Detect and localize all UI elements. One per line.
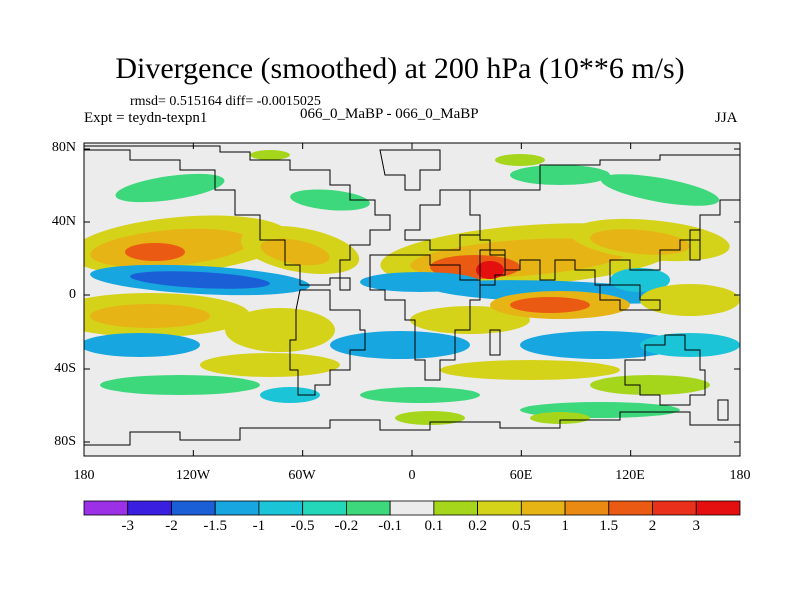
colorbar-box-5 bbox=[302, 500, 347, 516]
stats-label: rmsd= 0.515164 diff= -0.0015025 bbox=[130, 94, 321, 109]
colorbar-label-10: 1 bbox=[561, 518, 569, 534]
colorbar-box-10 bbox=[520, 500, 566, 516]
ytick-80n: 80N bbox=[51, 140, 76, 155]
colorbar-box-3 bbox=[214, 500, 260, 516]
colorbar-label-12: 2 bbox=[648, 518, 657, 534]
coast-australia bbox=[624, 334, 706, 406]
contour-region-negative-30 bbox=[330, 331, 470, 359]
coast-arabia bbox=[479, 249, 506, 286]
colorbar-label-0: -3 bbox=[121, 518, 134, 534]
colorbar-label-9: 0.5 bbox=[511, 518, 531, 534]
coast-madagascar bbox=[489, 329, 501, 356]
coastlines bbox=[84, 145, 740, 446]
colorbar bbox=[83, 500, 741, 516]
contour-region-slight_negative-36 bbox=[100, 375, 260, 395]
coast-japan bbox=[689, 229, 701, 261]
contour-region-positive-28 bbox=[640, 284, 740, 316]
coast-indonesia bbox=[599, 284, 661, 311]
ytick-0: 0 bbox=[69, 287, 76, 302]
colorbar-box-0 bbox=[83, 500, 129, 516]
comparison-label: 066_0_MaBP - 066_0_MaBP bbox=[300, 106, 479, 122]
xtick-120w: 120W bbox=[175, 468, 211, 483]
contour-region-slight_negative-0 bbox=[115, 173, 225, 203]
colorbar-label-1: -2 bbox=[165, 518, 178, 534]
xtick-60w: 60W bbox=[288, 468, 316, 483]
colorbar-label-2: -1.5 bbox=[203, 518, 228, 534]
contour-region-slight_negative-37 bbox=[360, 387, 480, 403]
coast-africa bbox=[369, 254, 481, 381]
xtick-180e: 180 bbox=[729, 468, 751, 483]
colorbar-box-14 bbox=[695, 500, 741, 516]
colorbar-box-13 bbox=[652, 500, 697, 516]
colorbar-label-8: 0.2 bbox=[468, 518, 487, 534]
colorbar-box-6 bbox=[345, 500, 391, 516]
ytick-40n: 40N bbox=[51, 214, 76, 229]
contour-region-slight_positive-5 bbox=[495, 154, 545, 166]
experiment-label: Expt = teydn-texpn1 bbox=[84, 110, 208, 126]
colorbar-label-4: -0.5 bbox=[290, 518, 315, 534]
colorbar-box-7 bbox=[389, 500, 435, 516]
colorbar-box-9 bbox=[477, 500, 522, 516]
coast-antarctica bbox=[84, 411, 740, 446]
ytick-40s: 40S bbox=[54, 361, 76, 376]
xtick-60e: 60E bbox=[509, 468, 533, 483]
contour-region-weak_negative-41 bbox=[260, 387, 320, 403]
contour-region-strong_positive-10 bbox=[260, 238, 330, 266]
colorbar-label-7: 0.1 bbox=[424, 518, 444, 534]
coast-newzealand bbox=[717, 399, 729, 421]
contour-region-slight_positive-35 bbox=[590, 375, 710, 395]
coast-south-america bbox=[289, 289, 366, 396]
contour-region-strong_negative-18 bbox=[130, 271, 270, 289]
contour-region-slight_negative-2 bbox=[510, 165, 610, 185]
contour-region-very_positive-8 bbox=[125, 243, 185, 261]
colorbar-box-2 bbox=[171, 500, 216, 516]
contour-region-weak_negative-21 bbox=[610, 268, 670, 292]
contour-region-slight_positive-40 bbox=[530, 412, 590, 424]
colorbar-label-5: -0.2 bbox=[334, 518, 359, 534]
colorbar-box-4 bbox=[258, 500, 304, 516]
colorbar-label-11: 1.5 bbox=[599, 518, 619, 534]
map-title: Divergence (smoothed) at 200 hPa (10**6 … bbox=[115, 52, 685, 85]
xtick-0: 0 bbox=[408, 468, 416, 483]
coast-north-america bbox=[84, 145, 391, 291]
contour-region-positive-24 bbox=[225, 308, 335, 352]
contour-region-very_positive-27 bbox=[510, 297, 590, 313]
colorbar-box-1 bbox=[127, 500, 172, 516]
coast-greenland bbox=[379, 149, 441, 191]
contour-region-negative-31 bbox=[520, 331, 680, 359]
xtick-120e: 120E bbox=[615, 468, 645, 483]
colorbar-label-13: 3 bbox=[692, 518, 701, 534]
axis-ticks bbox=[83, 143, 741, 456]
colorbar-label-6: -0.1 bbox=[378, 518, 402, 534]
contour-region-negative-29 bbox=[84, 333, 200, 357]
contour-region-positive-34 bbox=[440, 360, 620, 380]
contour-region-strong_positive-16 bbox=[590, 229, 690, 255]
ytick-80s: 80S bbox=[54, 434, 76, 449]
season-label: JJA bbox=[715, 110, 738, 126]
field-layer bbox=[84, 143, 740, 456]
colorbar-box-12 bbox=[608, 500, 653, 516]
colorbar-box-11 bbox=[564, 500, 610, 516]
contour-region-slight_negative-3 bbox=[600, 174, 720, 206]
colorbar-label-3: -1 bbox=[252, 518, 266, 534]
contour-region-slight_positive-4 bbox=[250, 150, 290, 160]
xtick-180w: 180 bbox=[73, 468, 95, 483]
contour-region-positive-33 bbox=[200, 353, 340, 377]
contour-region-strong_positive-23 bbox=[90, 304, 210, 328]
colorbar-box-8 bbox=[433, 500, 479, 516]
